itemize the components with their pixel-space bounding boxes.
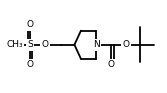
Text: O: O xyxy=(108,60,115,69)
Text: O: O xyxy=(26,20,33,29)
Text: CH₃: CH₃ xyxy=(6,40,23,49)
Text: N: N xyxy=(93,40,100,49)
Text: O: O xyxy=(26,60,33,69)
Text: O: O xyxy=(42,40,49,49)
Text: S: S xyxy=(27,40,33,49)
Text: O: O xyxy=(123,40,130,49)
